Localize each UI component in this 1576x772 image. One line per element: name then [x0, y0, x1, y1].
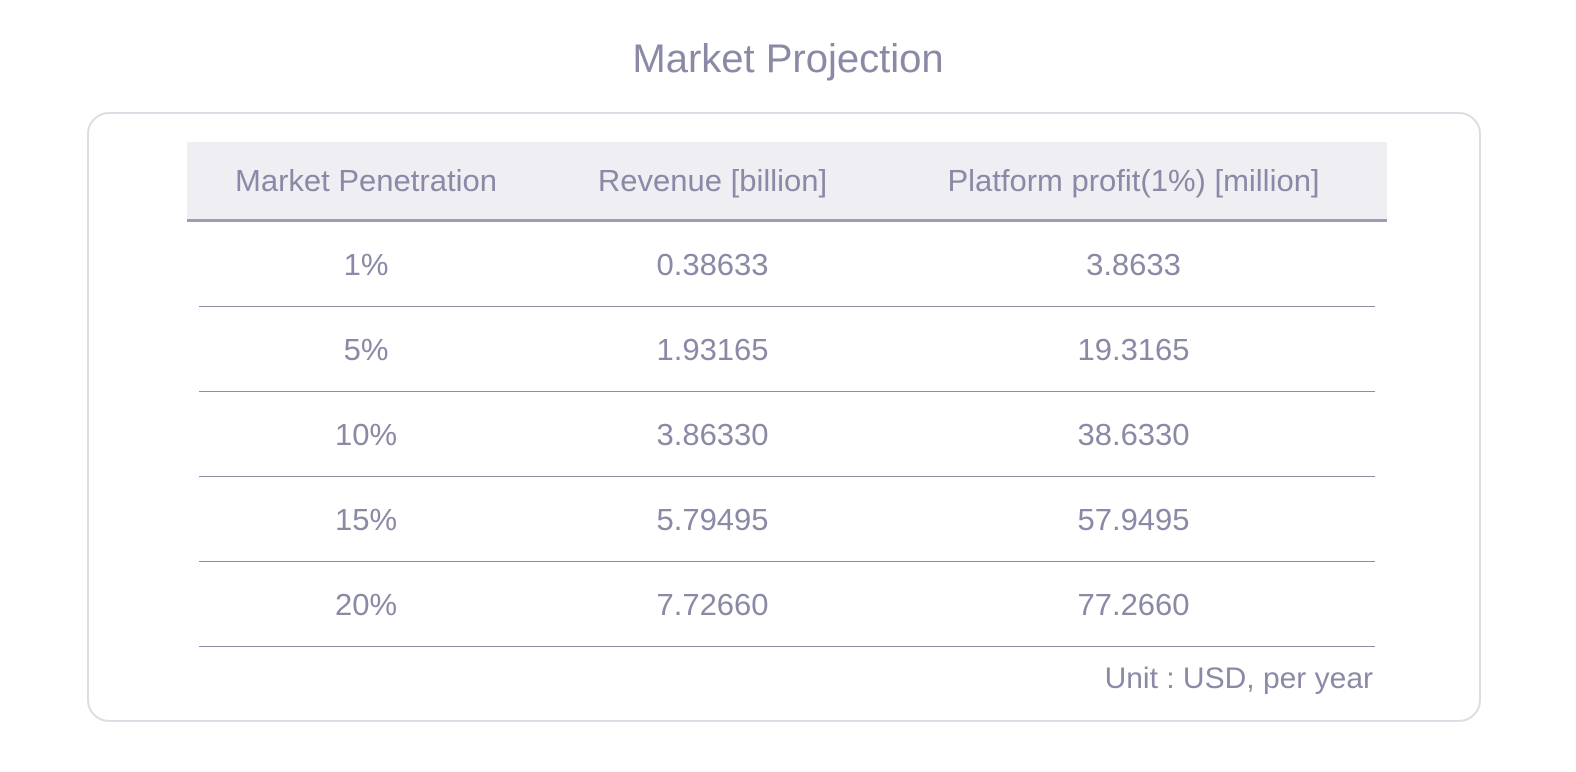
revenue-cell: 3.86330: [656, 416, 769, 452]
table-row: 15% 5.79495 57.9495: [187, 477, 1387, 562]
revenue-cell: 1.93165: [656, 331, 769, 367]
profit-cell: 57.9495: [1077, 501, 1190, 537]
penetration-cell: 15%: [334, 501, 398, 537]
penetration-cell: 1%: [343, 246, 389, 282]
column-header-platform-profit: Platform profit(1%) [million]: [947, 162, 1320, 198]
table-row: 20% 7.72660 77.2660: [187, 562, 1387, 647]
table-row: 1% 0.38633 3.8633: [187, 222, 1387, 307]
penetration-cell: 5%: [343, 331, 389, 367]
table-row: 5% 1.93165 19.3165: [187, 307, 1387, 392]
penetration-cell: 20%: [334, 586, 398, 622]
revenue-cell: 5.79495: [656, 501, 769, 537]
profit-cell: 77.2660: [1077, 586, 1190, 622]
profit-cell: 38.6330: [1077, 416, 1190, 452]
table-header-row: Market Penetration Revenue [billion] Pla…: [187, 142, 1387, 222]
unit-note: Unit : USD, per year: [1104, 662, 1373, 695]
profit-cell: 3.8633: [1086, 246, 1181, 282]
penetration-cell: 10%: [334, 416, 398, 452]
column-header-revenue: Revenue [billion]: [597, 162, 828, 198]
page-title: Market Projection: [632, 37, 944, 81]
revenue-cell: 0.38633: [656, 246, 769, 282]
table-row: 10% 3.86330 38.6330: [187, 392, 1387, 477]
column-header-market-penetration: Market Penetration: [235, 162, 497, 198]
profit-cell: 19.3165: [1077, 331, 1190, 367]
projection-table: Market Penetration Revenue [billion] Pla…: [187, 142, 1387, 647]
revenue-cell: 7.72660: [656, 586, 769, 622]
table-card: Market Penetration Revenue [billion] Pla…: [87, 112, 1481, 722]
